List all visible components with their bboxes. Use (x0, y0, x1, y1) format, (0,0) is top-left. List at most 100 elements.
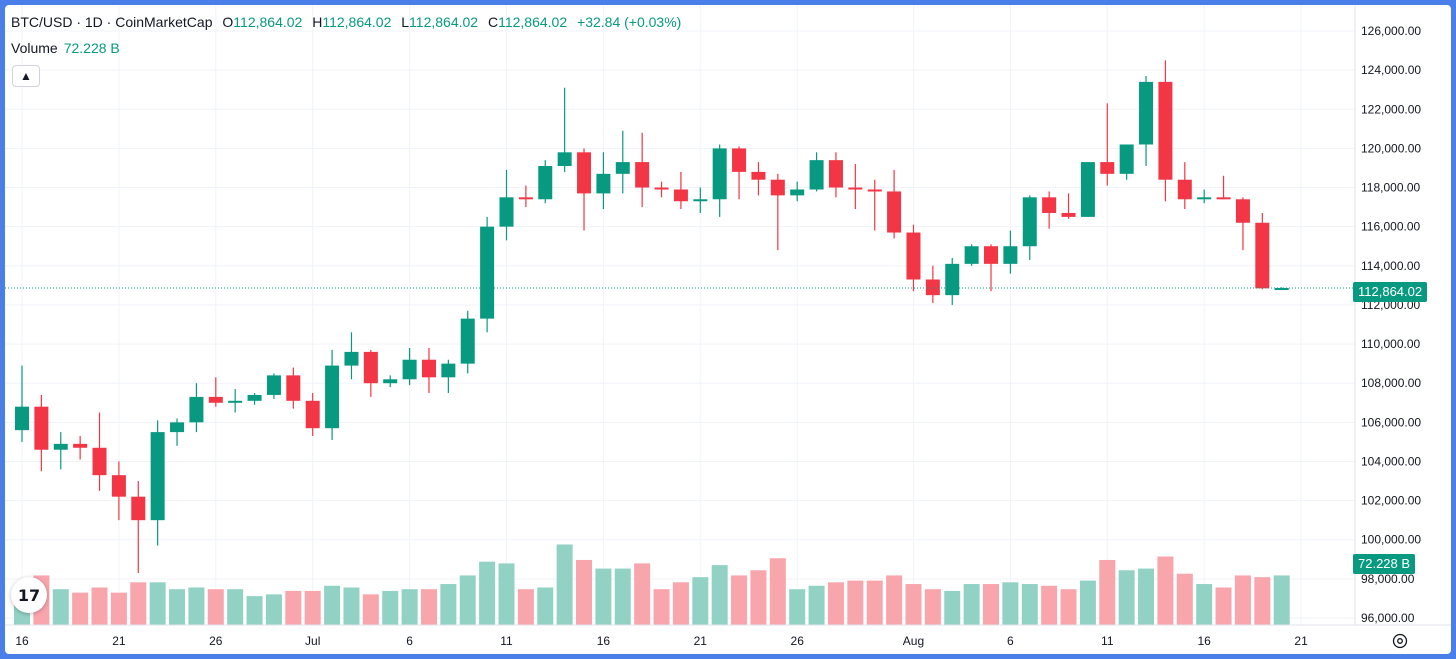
candle-body (131, 496, 146, 521)
time-axis[interactable]: 16 21 26 Jul 6 11 16 21 26 Aug 6 11 16 21 (15, 634, 1308, 648)
volume-bar (207, 589, 224, 625)
candle-body (1235, 199, 1250, 223)
volume-bars (14, 544, 1290, 625)
candle-body (325, 365, 340, 429)
candle-body (73, 443, 88, 448)
price-tick-label: 100,000.00 (1361, 533, 1421, 547)
time-tick-label: 26 (791, 634, 805, 648)
volume-bar (52, 589, 69, 625)
chart-canvas[interactable]: 96,000.00 98,000.00 100,000.00 102,000.00 10… (5, 5, 1451, 654)
candle-body (732, 148, 747, 172)
volume-bar (576, 559, 593, 625)
volume-bar (459, 575, 476, 625)
candle-body (557, 152, 572, 167)
candle-body (286, 375, 301, 401)
candle-body (441, 363, 456, 378)
candle-body (92, 447, 107, 476)
change-value: +32.84 (+0.03%) (577, 14, 682, 30)
candle-body (751, 171, 766, 180)
price-tick-label: 102,000.00 (1361, 494, 1421, 508)
volume-bar (91, 587, 108, 625)
chart-panel[interactable]: 96,000.00 98,000.00 100,000.00 102,000.00 10… (5, 5, 1451, 654)
low-value: 112,864.02 (409, 14, 479, 30)
candle-body (1003, 246, 1018, 264)
price-tick-label: 124,000.00 (1361, 63, 1421, 77)
volume-bar (750, 570, 767, 625)
price-tick-label: 118,000.00 (1361, 181, 1420, 195)
volume-bar (672, 582, 689, 625)
candle-body (538, 166, 553, 200)
candle-body (945, 263, 960, 296)
volume-bar (1215, 587, 1232, 625)
candle-body (1080, 162, 1095, 217)
candle-body (887, 191, 902, 233)
volume-bar (362, 594, 379, 625)
volume-bar (808, 585, 825, 625)
candle-body (828, 160, 843, 188)
candle-body (984, 246, 998, 264)
candle-body (925, 279, 940, 296)
last-volume-label: 72.228 B (1353, 554, 1416, 574)
candle-body (111, 475, 126, 497)
volume-bar (692, 577, 709, 625)
candle-body (770, 179, 785, 196)
candle-body (421, 359, 436, 378)
time-tick-label: 21 (694, 634, 708, 648)
volume-bar (110, 592, 127, 625)
volume-label[interactable]: Volume (11, 40, 58, 56)
close-label: C (487, 14, 499, 30)
volume-bar (614, 568, 631, 625)
tradingview-logo-icon[interactable]: 17 (11, 577, 47, 613)
candle-body (712, 148, 727, 200)
volume-bar (1041, 585, 1058, 625)
low-label: L (401, 14, 410, 30)
price-tick-label: 126,000.00 (1361, 24, 1421, 38)
candle-body (1274, 288, 1289, 291)
price-tick-label: 106,000.00 (1361, 415, 1421, 429)
candle-body (1022, 197, 1037, 247)
volume-bar (1118, 570, 1135, 625)
volume-bar (304, 590, 321, 625)
candle-body (363, 351, 378, 384)
candle-body (693, 199, 708, 202)
volume-bar (983, 584, 999, 625)
candle-body (34, 406, 49, 450)
volume-bar (556, 544, 573, 625)
candle-body (266, 375, 281, 395)
candle-body (1158, 81, 1173, 180)
price-tick-label: 122,000.00 (1361, 102, 1421, 116)
candles (15, 60, 1289, 573)
candle-body (906, 232, 921, 280)
volume-bar (789, 589, 806, 625)
volume-bar (324, 585, 341, 625)
chevron-up-icon: ▲ (20, 69, 32, 83)
candle-body (247, 394, 262, 401)
volume-bar (188, 587, 205, 625)
candle-body (344, 351, 359, 366)
price-tick-label: 110,000.00 (1361, 337, 1420, 351)
price-axis[interactable]: 96,000.00 98,000.00 100,000.00 102,000.00 10… (1361, 24, 1421, 625)
candle-body (402, 359, 417, 380)
high-value: 112,864.02 (322, 14, 392, 30)
candle-body (848, 187, 863, 190)
symbol-title[interactable]: BTC/USD · 1D · CoinMarketCap (11, 14, 213, 30)
volume-bar (265, 594, 282, 625)
candle-body (189, 396, 204, 423)
time-tick-label: 11 (500, 634, 513, 648)
collapse-legend-button[interactable]: ▲ (12, 65, 40, 87)
candle-body (1177, 179, 1192, 200)
volume-bar (1176, 573, 1193, 625)
volume-bar (130, 582, 147, 625)
settings-gear-icon[interactable] (1391, 632, 1409, 650)
volume-value: 72.228 B (63, 40, 120, 56)
last-price-label: 112,864.02 (1353, 282, 1428, 302)
volume-bar (382, 590, 399, 625)
time-tick-label: Aug (903, 634, 924, 648)
candle-body (964, 246, 979, 264)
volume-bar (1234, 575, 1251, 625)
volume-bar (285, 590, 302, 625)
volume-bar (149, 582, 166, 625)
volume-bar (731, 575, 748, 625)
candle-body (1197, 197, 1212, 200)
logo-text: 17 (17, 585, 41, 605)
